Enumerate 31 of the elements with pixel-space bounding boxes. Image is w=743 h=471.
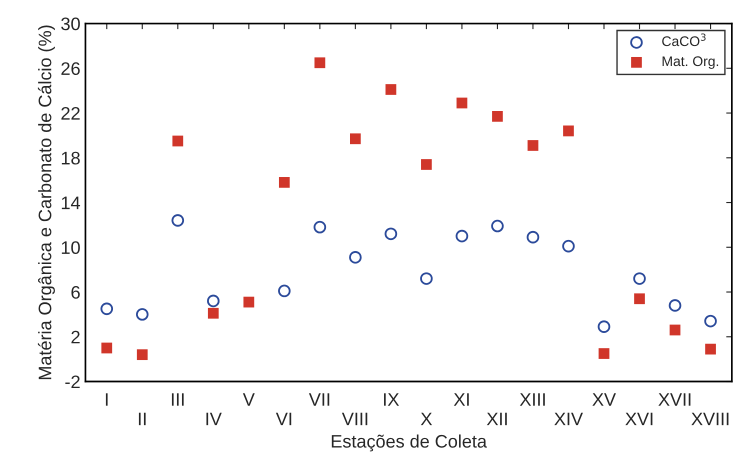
x-tick-label: XVII — [658, 393, 690, 406]
legend-label: Mat. Org. — [662, 56, 718, 69]
x-tick-label: VI — [276, 412, 292, 426]
y-tick-label: 10 — [62, 241, 80, 254]
x-tick-label: XV — [592, 393, 616, 406]
y-tick-label: 30 — [61, 17, 80, 30]
y-axis-title: Matéria Orgânica e Carbonato de Cálcio (%) — [38, 26, 55, 380]
y-tick-label: 6 — [71, 286, 80, 299]
x-tick-label: V — [242, 393, 255, 406]
y-tick-label: 22 — [61, 106, 80, 120]
x-tick-label: I — [106, 393, 108, 406]
x-tick-label: XIII — [520, 393, 545, 406]
x-tick-label: II — [138, 412, 146, 426]
x-tick-label: VIII — [342, 412, 368, 426]
x-tick-label: XII — [486, 412, 507, 426]
x-tick-label: III — [172, 393, 184, 406]
y-tick-label: -2 — [65, 375, 80, 388]
x-tick-label: VII — [308, 393, 330, 406]
y-tick-label: 2 — [71, 330, 80, 344]
x-tick-label: IX — [384, 393, 400, 406]
y-tick-label: 26 — [61, 62, 80, 76]
x-tick-label: XI — [454, 393, 469, 406]
legend-label: CaCO$^{3}$ — [662, 33, 706, 46]
x-tick-label: IV — [206, 412, 222, 426]
y-tick-label: 14 — [62, 196, 80, 210]
y-tick-label: 18 — [62, 152, 80, 165]
x-axis-title: Estações de Coleta — [332, 434, 487, 452]
x-tick-label: XIV — [554, 412, 583, 426]
x-tick-label: XVI — [625, 412, 652, 426]
x-tick-label: X — [420, 412, 432, 426]
x-tick-label: XVIII — [691, 412, 728, 426]
